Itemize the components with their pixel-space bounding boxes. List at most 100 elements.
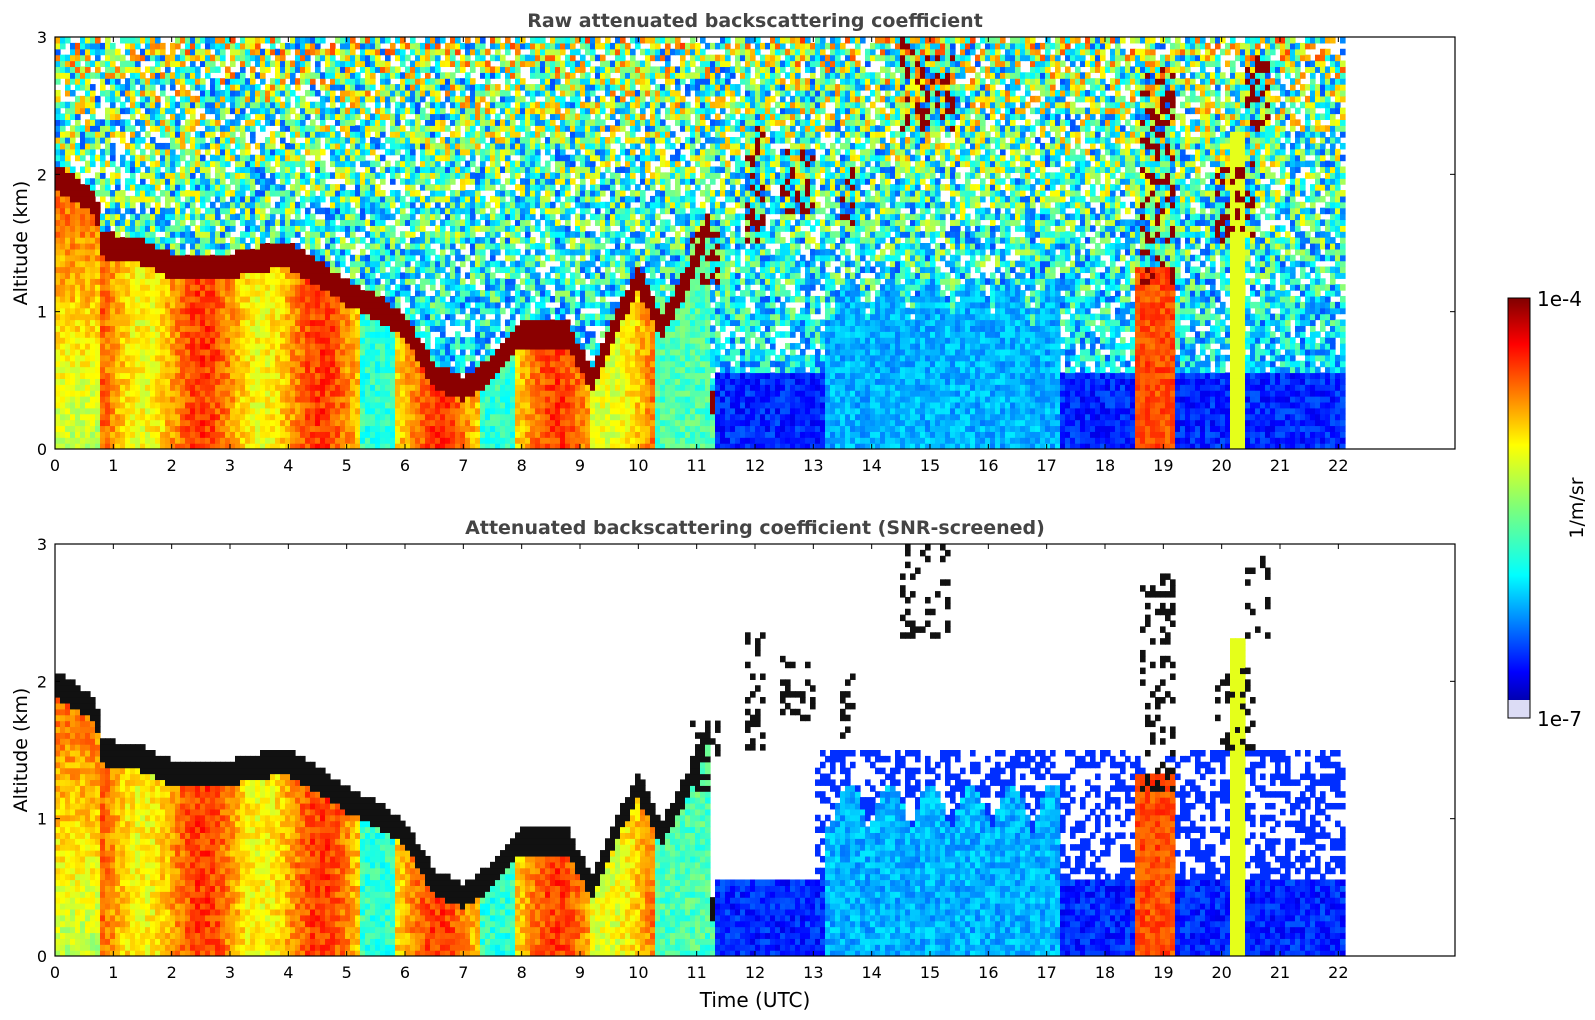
- heatmap-cell: [60, 207, 66, 215]
- heatmap-cell: [110, 419, 116, 427]
- heatmap-cell: [420, 443, 426, 449]
- heatmap-cell: [100, 343, 106, 350]
- heatmap-cell: [290, 372, 296, 379]
- heatmap-cell: [100, 425, 106, 432]
- heatmap-cell: [265, 184, 271, 191]
- heatmap-cell: [440, 360, 446, 368]
- heatmap-cell: [125, 207, 131, 215]
- heatmap-cell: [140, 154, 146, 162]
- heatmap-cell: [100, 266, 106, 274]
- heatmap-cell: [270, 42, 276, 50]
- heatmap-cell: [160, 213, 166, 221]
- heatmap-cell: [80, 354, 86, 362]
- heatmap-cell: [265, 66, 271, 73]
- heatmap-cell: [120, 131, 126, 138]
- heatmap-cell: [170, 378, 176, 385]
- heatmap-cell: [275, 360, 281, 368]
- heatmap-cell: [220, 107, 226, 115]
- heatmap-cell: [120, 301, 126, 309]
- heatmap-cell: [165, 278, 171, 285]
- heatmap-cell: [440, 248, 446, 256]
- heatmap-cell: [395, 343, 401, 350]
- heatmap-cell: [170, 272, 176, 279]
- heatmap-cell: [250, 260, 256, 268]
- heatmap-cell: [300, 131, 306, 138]
- heatmap-cell: [220, 160, 226, 168]
- heatmap-cell: [215, 101, 221, 109]
- heatmap-cell: [425, 337, 431, 344]
- heatmap-cell: [390, 378, 396, 385]
- heatmap-cell: [65, 72, 71, 79]
- heatmap-cell: [75, 313, 81, 321]
- heatmap-cell: [420, 89, 426, 97]
- heatmap-cell: [295, 42, 301, 50]
- heatmap-cell: [170, 425, 176, 432]
- heatmap-cell: [420, 219, 426, 226]
- heatmap-cell: [335, 372, 341, 379]
- heatmap-cell: [190, 331, 196, 338]
- heatmap-cell: [395, 48, 401, 56]
- heatmap-cell: [340, 213, 346, 221]
- heatmap-cell: [320, 401, 326, 409]
- heatmap-cell: [180, 337, 186, 344]
- heatmap-cell: [360, 48, 366, 56]
- heatmap-cell: [115, 89, 121, 97]
- heatmap-cell: [125, 195, 131, 203]
- heatmap-cell: [245, 272, 251, 279]
- heatmap-cell: [145, 113, 151, 120]
- heatmap-cell: [155, 378, 161, 385]
- heatmap-cell: [195, 190, 201, 197]
- heatmap-cell: [420, 384, 426, 391]
- heatmap-cell: [210, 331, 216, 338]
- heatmap-cell: [330, 390, 336, 397]
- heatmap-cell: [350, 431, 356, 438]
- heatmap-cell: [115, 78, 121, 85]
- heatmap-cell: [305, 142, 311, 150]
- heatmap-cell: [425, 142, 431, 150]
- heatmap-cell: [255, 37, 261, 44]
- heatmap-cell: [280, 343, 286, 350]
- heatmap-cell: [260, 278, 266, 285]
- heatmap-cell: [280, 172, 286, 179]
- heatmap-cell: [120, 378, 126, 385]
- heatmap-cell: [195, 396, 201, 403]
- heatmap-cell: [135, 54, 141, 62]
- heatmap-cell: [265, 243, 271, 250]
- heatmap-cell: [360, 237, 366, 244]
- heatmap-cell: [165, 142, 171, 150]
- heatmap-cell: [130, 313, 136, 321]
- heatmap-cell: [125, 60, 131, 68]
- heatmap-cell: [250, 301, 256, 309]
- heatmap-cell: [280, 331, 286, 338]
- heatmap-cell: [195, 425, 201, 432]
- heatmap-cell: [285, 413, 291, 421]
- heatmap-cell: [365, 360, 371, 368]
- heatmap-cell: [435, 166, 441, 173]
- heatmap-cell: [355, 89, 361, 97]
- heatmap-cell: [165, 413, 171, 421]
- heatmap-cell: [420, 172, 426, 179]
- heatmap-cell: [365, 172, 371, 179]
- heatmap-cell: [335, 113, 341, 120]
- heatmap-cell: [320, 37, 326, 44]
- heatmap-cell: [435, 84, 441, 91]
- heatmap-cell: [235, 307, 241, 315]
- heatmap-cell: [160, 284, 166, 291]
- heatmap-cell: [105, 325, 111, 332]
- heatmap-cell: [440, 348, 446, 356]
- heatmap-cell: [115, 343, 121, 350]
- heatmap-cell: [170, 243, 176, 250]
- heatmap-cell: [320, 343, 326, 350]
- heatmap-cell: [380, 248, 386, 256]
- heatmap-cell: [85, 443, 91, 449]
- heatmap-cell: [220, 237, 226, 244]
- heatmap-cell: [55, 337, 61, 344]
- heatmap-cell: [340, 119, 346, 126]
- heatmap-cell: [90, 372, 96, 379]
- heatmap-cell: [375, 284, 381, 291]
- heatmap-cell: [105, 54, 111, 62]
- heatmap-cell: [290, 419, 296, 427]
- heatmap-cell: [305, 54, 311, 62]
- heatmap-cell: [120, 337, 126, 344]
- heatmap-cell: [115, 166, 121, 173]
